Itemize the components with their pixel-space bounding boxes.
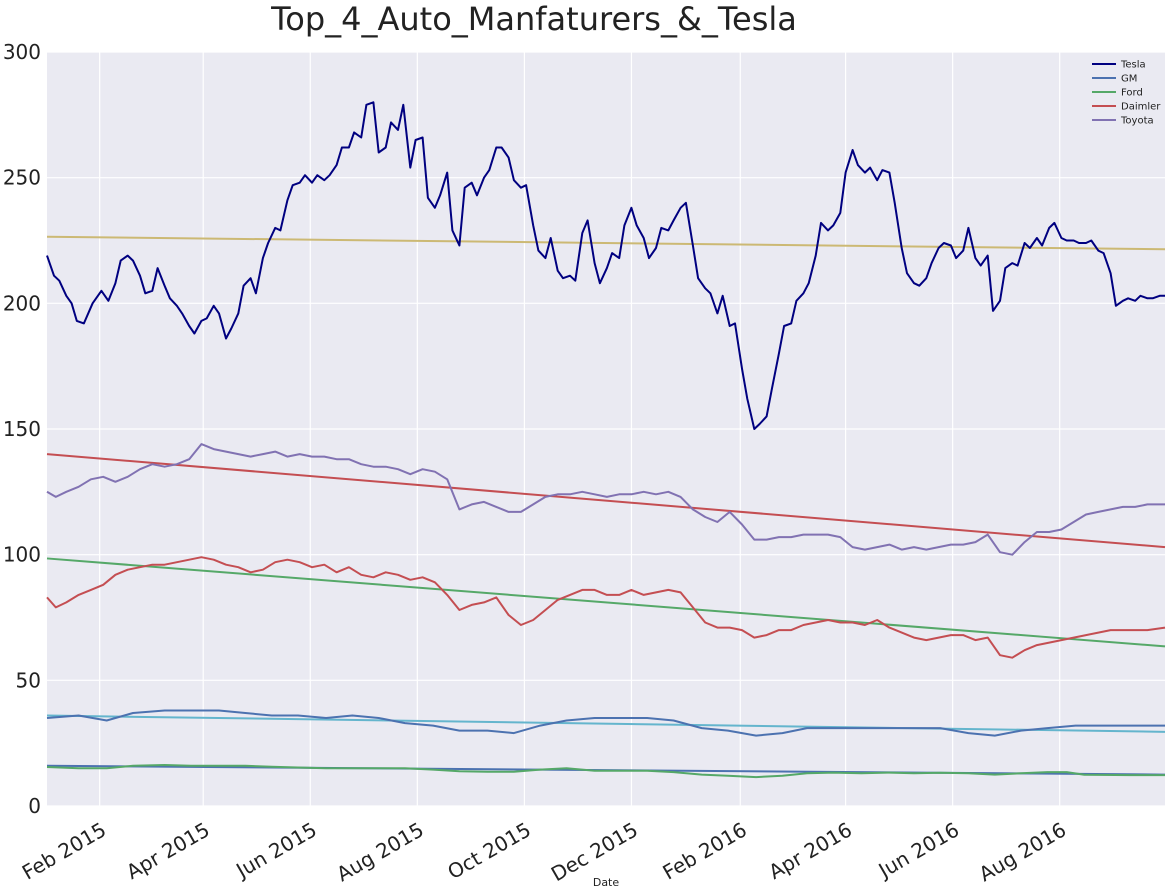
series-lines (46, 101, 1166, 779)
y-tick-label: 250 (3, 166, 41, 190)
gridlines (47, 51, 1165, 807)
legend-label: GM (1121, 74, 1137, 85)
trend-line (46, 453, 1166, 549)
x-tick-label: Jun 2016 (873, 817, 963, 883)
x-tick-label: Oct 2015 (443, 817, 535, 884)
legend-label: Daimler (1121, 102, 1161, 113)
series-line-daimler (46, 556, 1166, 659)
x-tick-labels: Feb 2015 Apr 2015 Jun 2015 Aug 2015 Oct 2015… (18, 817, 1070, 886)
x-tick-label: Aug 2016 (975, 817, 1070, 886)
y-tick-label: 100 (3, 543, 41, 567)
x-tick-label: Jun 2015 (230, 817, 320, 883)
series-line-tesla (46, 101, 1165, 430)
y-tick-label: 50 (16, 668, 41, 692)
y-tick-labels: 0 50 100 150 200 250 300 (3, 40, 41, 818)
series-line-toyota (46, 443, 1165, 556)
series-line-gm (46, 709, 1165, 737)
chart-title: Top_4_Auto_Manfaturers_&_Tesla (270, 0, 797, 38)
trend-line (46, 557, 1166, 648)
y-tick-label: 200 (3, 291, 41, 315)
series-line-ford (46, 764, 1165, 779)
y-tick-label: 150 (3, 417, 41, 441)
x-axis-label: Date (593, 876, 620, 889)
x-tick-label: Feb 2016 (659, 817, 751, 884)
y-tick-label: 300 (3, 40, 41, 64)
trend-line (46, 714, 1166, 733)
legend: Tesla GM Ford Daimler Toyota (1092, 60, 1161, 127)
legend-label: Tesla (1120, 60, 1146, 71)
legend-label: Toyota (1120, 116, 1154, 127)
x-tick-label: Apr 2015 (122, 817, 214, 884)
y-tick-label: 0 (28, 794, 41, 818)
trend-line (46, 235, 1166, 251)
legend-label: Ford (1121, 88, 1143, 99)
x-tick-label: Feb 2015 (18, 817, 110, 884)
x-tick-label: Aug 2015 (332, 817, 427, 886)
x-tick-label: Apr 2016 (765, 817, 857, 884)
